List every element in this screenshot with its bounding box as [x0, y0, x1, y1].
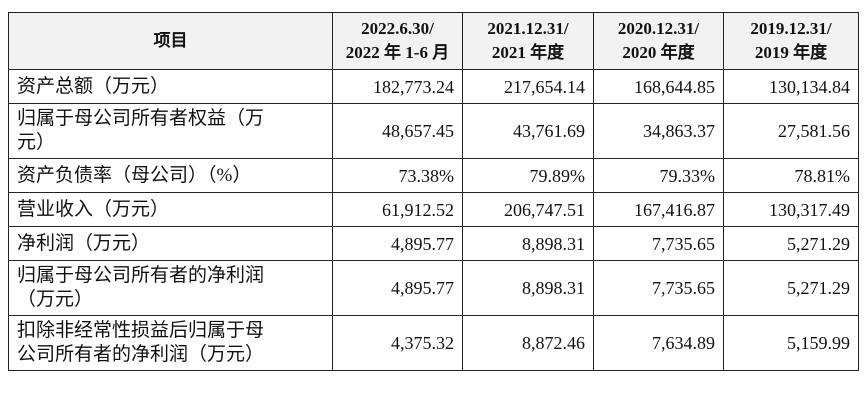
- table-row: 资产负债率（母公司）（%） 73.38% 79.89% 79.33% 78.81%: [8, 158, 859, 193]
- row-label: 净利润（万元）: [17, 232, 151, 254]
- value-cell: 8,898.31: [462, 260, 594, 316]
- row-label-cell: 扣除非经常性损益后归属于母公司所有者的净利润（万元）: [8, 315, 333, 371]
- value-cell: 130,317.49: [723, 192, 859, 227]
- value-cell: 43,761.69: [462, 103, 594, 159]
- value-cell: 206,747.51: [462, 192, 594, 227]
- value-cell: 5,159.99: [723, 315, 859, 371]
- value-cell: 5,271.29: [723, 226, 859, 261]
- header-line: 2022 年 1-6 月: [345, 43, 450, 62]
- value-cell: 73.38%: [332, 158, 463, 193]
- value-cell: 4,895.77: [332, 226, 463, 261]
- row-label-cell: 营业收入（万元）: [8, 192, 333, 227]
- header-line: 2021.12.31/: [487, 19, 569, 38]
- row-label: 营业收入（万元）: [17, 198, 170, 220]
- data-table: 项目 2022.6.30/2022 年 1-6 月 2021.12.31/2021 …: [8, 12, 859, 371]
- header-line: 2020.12.31/: [617, 19, 700, 38]
- value-cell: 182,773.24: [332, 69, 463, 104]
- row-label-cell: 资产负债率（母公司）（%）: [8, 158, 333, 193]
- header-cell: 2019.12.31/2019 年度: [723, 12, 859, 70]
- header-cell: 2021.12.31/2021 年度: [462, 12, 594, 70]
- row-label: 资产总额（万元）: [17, 75, 170, 97]
- row-label-cell: 归属于母公司所有者的净利润（万元）: [8, 260, 333, 316]
- value-cell: 130,134.84: [723, 69, 859, 104]
- value-cell: 217,654.14: [462, 69, 594, 104]
- row-label: 资产负债率（母公司）（%）: [17, 164, 252, 186]
- value-cell: 27,581.56: [723, 103, 859, 159]
- value-cell: 4,375.32: [332, 315, 463, 371]
- table-row: 资产总额（万元） 182,773.24 217,654.14 168,644.85 13…: [8, 69, 859, 104]
- value-cell: 78.81%: [723, 158, 859, 193]
- row-label: 归属于母公司所有者权益（万元）: [17, 108, 265, 153]
- row-label: 扣除非经常性损益后归属于母公司所有者的净利润（万元）: [17, 320, 265, 365]
- table-body: 资产总额（万元） 182,773.24 217,654.14 168,644.85 13…: [8, 69, 859, 371]
- row-label-cell: 净利润（万元）: [8, 226, 333, 261]
- header-line: 2020 年度: [622, 43, 695, 62]
- table-row: 归属于母公司所有者的净利润（万元） 4,895.77 8,898.31 7,735.6…: [8, 260, 859, 316]
- header-row: 项目 2022.6.30/2022 年 1-6 月 2021.12.31/2021 …: [8, 12, 859, 70]
- header-line: 2019 年度: [754, 43, 828, 62]
- value-cell: 7,735.65: [593, 260, 724, 316]
- value-cell: 79.89%: [462, 158, 594, 193]
- value-cell: 167,416.87: [593, 192, 724, 227]
- header-line: 2021 年度: [491, 43, 565, 62]
- value-cell: 7,634.89: [593, 315, 724, 371]
- value-cell: 4,895.77: [332, 260, 463, 316]
- table-row: 归属于母公司所有者权益（万元） 48,657.45 43,761.69 34,863.…: [8, 103, 859, 159]
- row-label-cell: 资产总额（万元）: [8, 69, 333, 104]
- value-cell: 8,872.46: [462, 315, 594, 371]
- value-cell: 168,644.85: [593, 69, 724, 104]
- header-line: 2022.6.30/: [361, 19, 434, 38]
- table-row: 营业收入（万元） 61,912.52 206,747.51 167,416.87 130…: [8, 192, 859, 227]
- row-label: 归属于母公司所有者的净利润（万元）: [17, 265, 265, 310]
- value-cell: 79.33%: [593, 158, 724, 193]
- header-cell: 2022.6.30/2022 年 1-6 月: [332, 12, 463, 70]
- header-cell: 2020.12.31/2020 年度: [593, 12, 724, 70]
- header-line: 2019.12.31/: [750, 19, 832, 38]
- value-cell: 34,863.37: [593, 103, 724, 159]
- row-label-cell: 归属于母公司所有者权益（万元）: [8, 103, 333, 159]
- value-cell: 61,912.52: [332, 192, 463, 227]
- value-cell: 8,898.31: [462, 226, 594, 261]
- header-cell: 项目: [8, 12, 333, 70]
- value-cell: 48,657.45: [332, 103, 463, 159]
- table-row: 净利润（万元） 4,895.77 8,898.31 7,735.65 5,271.29: [8, 226, 859, 261]
- table-row: 扣除非经常性损益后归属于母公司所有者的净利润（万元） 4,375.32 8,872.…: [8, 315, 859, 371]
- value-cell: 5,271.29: [723, 260, 859, 316]
- value-cell: 7,735.65: [593, 226, 724, 261]
